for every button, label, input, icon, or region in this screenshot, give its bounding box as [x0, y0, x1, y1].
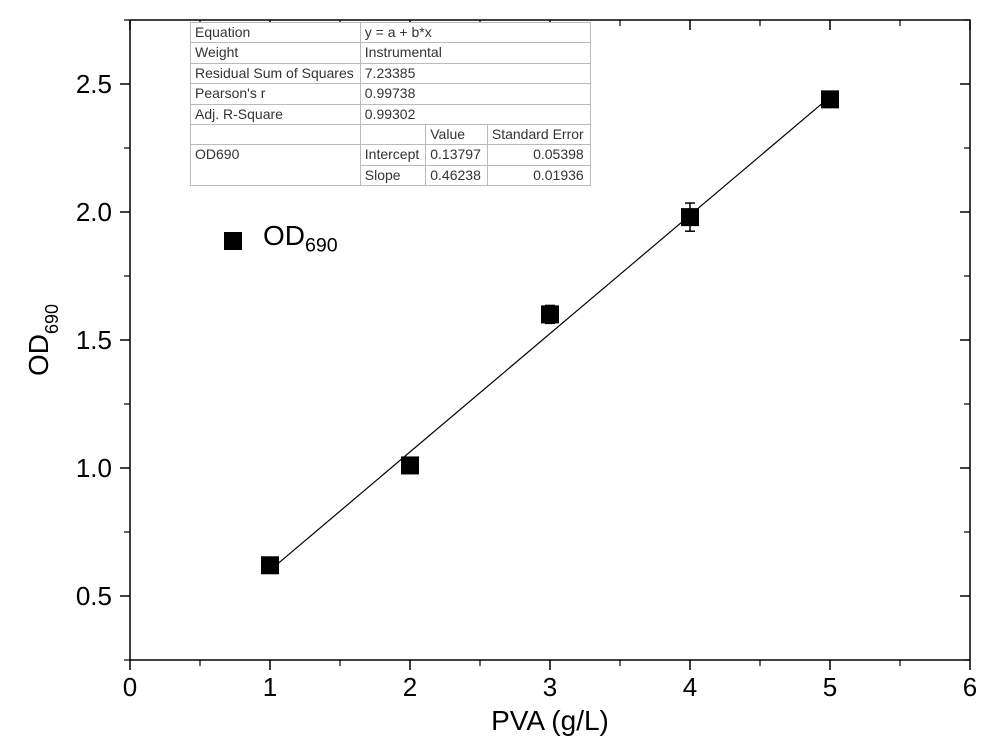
data-point	[401, 456, 419, 474]
y-tick-label: 1.5	[76, 325, 112, 355]
legend-label: OD690	[263, 220, 338, 258]
x-tick-label: 5	[823, 672, 837, 702]
stats-param-stderr: 0.01936	[487, 165, 590, 185]
fit-stats-table: Equationy = a + b*xWeightInstrumentalRes…	[190, 22, 591, 186]
stats-param-row: OD690Intercept0.137970.05398	[191, 145, 591, 165]
stats-param-name: Slope	[360, 165, 425, 185]
stats-label: Adj. R-Square	[191, 104, 361, 124]
stats-param-name: Intercept	[360, 145, 425, 165]
stats-label: Weight	[191, 43, 361, 63]
stats-label: Equation	[191, 23, 361, 43]
stats-value: 7.23385	[360, 63, 590, 83]
stats-value: 0.99738	[360, 84, 590, 104]
stats-row: WeightInstrumental	[191, 43, 591, 63]
legend-label-main: OD	[263, 220, 305, 251]
stats-header: Value	[426, 124, 488, 144]
stats-row: Adj. R-Square0.99302	[191, 104, 591, 124]
x-tick-label: 6	[963, 672, 977, 702]
x-tick-label: 4	[683, 672, 697, 702]
stats-header-row: ValueStandard Error	[191, 124, 591, 144]
stats-label: Pearson's r	[191, 84, 361, 104]
data-point	[681, 208, 699, 226]
stats-value: y = a + b*x	[360, 23, 590, 43]
chart-container: 0 1 2 3 4 5 6 PVA (g/L) 0.5 1.0 1.5 2.0 2.5 OD690 OD6…	[0, 0, 1000, 752]
stats-param-value: 0.46238	[426, 165, 488, 185]
x-tick-label: 2	[403, 672, 417, 702]
x-tick-label: 3	[543, 672, 557, 702]
stats-row: Equationy = a + b*x	[191, 23, 591, 43]
legend-marker	[224, 232, 242, 250]
stats-value: Instrumental	[360, 43, 590, 63]
stats-label: Residual Sum of Squares	[191, 63, 361, 83]
y-tick-label: 2.0	[76, 197, 112, 227]
stats-header: Standard Error	[487, 124, 590, 144]
x-axis-label: PVA (g/L)	[491, 705, 609, 736]
stats-param-value: 0.13797	[426, 145, 488, 165]
y-tick-label: 2.5	[76, 69, 112, 99]
data-point	[261, 556, 279, 574]
legend-label-sub: 690	[305, 235, 338, 257]
y-tick-label: 1.0	[76, 453, 112, 483]
stats-param-stderr: 0.05398	[487, 145, 590, 165]
stats-row: Residual Sum of Squares7.23385	[191, 63, 591, 83]
data-point	[541, 305, 559, 323]
data-point	[821, 90, 839, 108]
stats-param-group: OD690	[191, 145, 361, 186]
x-tick-label: 0	[123, 672, 137, 702]
stats-value: 0.99302	[360, 104, 590, 124]
x-tick-label: 1	[263, 672, 277, 702]
y-axis-label: OD690	[23, 304, 62, 376]
stats-row: Pearson's r0.99738	[191, 84, 591, 104]
y-tick-label: 0.5	[76, 581, 112, 611]
